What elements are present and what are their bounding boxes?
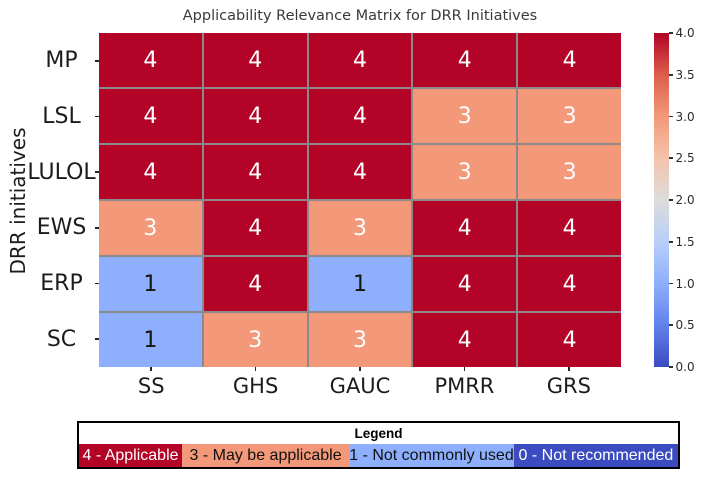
heatmap-cell-EWS-GHS: 4 <box>203 201 307 255</box>
x-axis-tick-labels: SS GHS GAUC PMRR GRS <box>99 374 621 398</box>
colorbar-tick-mark <box>669 115 673 118</box>
legend-item-0: 0 - Not recommended <box>513 444 678 467</box>
colorbar-tick-label: 3.5 <box>675 67 695 82</box>
heatmap-cell-SC-GAUC: 3 <box>308 313 412 367</box>
colorbar-tick-mark <box>669 366 673 368</box>
colorbar-tick-label: 3.0 <box>675 109 695 124</box>
heatmap-cell-LULOL-SS: 4 <box>99 145 202 199</box>
col-label-GHS: GHS <box>232 374 279 398</box>
heatmap-cell-MP-GHS: 4 <box>203 33 307 87</box>
heatmap-cell-SC-GHS: 3 <box>203 313 307 367</box>
heatmap-cell-ERP-GRS: 4 <box>518 257 621 311</box>
colorbar-tick-label: 2.0 <box>675 193 695 207</box>
colorbar-tick-mark <box>669 199 673 201</box>
colorbar-tick-mark <box>669 324 673 327</box>
colorbar-tick-label: 0.5 <box>675 318 695 333</box>
heatmap-cell-EWS-GRS: 4 <box>518 201 621 255</box>
row-label-ERP: ERP <box>40 271 83 297</box>
y-axis-tick-labels: MP LSL LULOL EWS ERP SC <box>23 33 100 367</box>
heatmap-cell-MP-GAUC: 4 <box>308 33 412 87</box>
legend-item-3: 3 - May be applicable <box>182 444 350 467</box>
x-tick-mark <box>254 367 257 371</box>
col-label-GRS: GRS <box>546 374 591 398</box>
heatmap-cell-LSL-GHS: 4 <box>203 89 307 143</box>
y-tick-mark <box>95 338 99 340</box>
x-tick-mark <box>463 367 466 371</box>
colorbar-tick-mark <box>669 73 673 76</box>
heatmap-cell-SC-PMRR: 4 <box>413 313 517 367</box>
y-tick-mark <box>95 60 99 62</box>
col-label-SS: SS <box>137 374 165 398</box>
heatmap-cell-MP-GRS: 4 <box>518 33 621 87</box>
heatmap-cell-MP-SS: 4 <box>99 33 202 87</box>
x-axis-ticks <box>99 367 621 371</box>
heatmap-cell-SC-GRS: 4 <box>518 313 621 367</box>
y-tick-mark <box>95 282 99 285</box>
heatmap-cell-LSL-GAUC: 4 <box>308 89 412 143</box>
colorbar-tick-label: 1.0 <box>675 276 695 291</box>
colorbar-tick-label: 2.5 <box>675 151 695 166</box>
colorbar-ticks: 4.0 3.5 3.0 2.5 2.0 1.5 1.0 0.5 0.0 <box>669 27 707 373</box>
heatmap-cell-MP-PMRR: 4 <box>413 33 517 87</box>
colorbar-tick-label: 0.0 <box>675 360 695 374</box>
colorbar <box>654 33 669 367</box>
legend-box: Legend 4 - Applicable 3 - May be applicab… <box>77 421 680 469</box>
legend-items: 4 - Applicable 3 - May be applicable 1 - N… <box>79 444 678 467</box>
colorbar-tick-mark <box>669 240 673 243</box>
colorbar-tick-mark <box>669 282 673 285</box>
y-tick-mark <box>95 115 99 118</box>
heatmap-cell-EWS-GAUC: 3 <box>308 201 412 255</box>
heatmap-cell-ERP-SS: 1 <box>99 257 202 311</box>
row-label-LSL: LSL <box>42 104 81 129</box>
x-tick-mark <box>359 367 361 371</box>
colorbar-tick-mark <box>669 32 673 34</box>
x-tick-mark <box>568 367 570 371</box>
legend-item-1: 1 - Not commonly used <box>349 444 514 467</box>
y-tick-mark <box>95 227 99 229</box>
heatmap-cell-LULOL-GHS: 4 <box>203 145 307 199</box>
heatmap-cell-ERP-GAUC: 1 <box>308 257 412 311</box>
heatmap-cell-LULOL-GAUC: 4 <box>308 145 412 199</box>
heatmap-cell-LULOL-GRS: 3 <box>518 145 621 199</box>
heatmap-cell-EWS-PMRR: 4 <box>413 201 517 255</box>
heatmap-cell-SC-SS: 1 <box>99 313 202 367</box>
chart-title: Applicability Relevance Matrix for DRR I… <box>182 8 538 24</box>
colorbar-tick-mark <box>669 157 673 160</box>
heatmap-cell-LSL-GRS: 3 <box>518 89 621 143</box>
y-axis-ticks <box>95 33 99 367</box>
heatmap-cell-ERP-GHS: 4 <box>203 257 307 311</box>
heatmap-cell-LSL-SS: 4 <box>99 89 202 143</box>
row-label-LULOL: LULOL <box>27 159 96 185</box>
row-label-MP: MP <box>45 48 78 74</box>
x-tick-mark <box>150 367 152 371</box>
row-label-EWS: EWS <box>36 215 87 241</box>
col-label-PMRR: PMRR <box>434 374 495 398</box>
heatmap-cell-ERP-PMRR: 4 <box>413 257 517 311</box>
colorbar-tick-label: 4.0 <box>675 26 695 40</box>
legend-item-4: 4 - Applicable <box>79 444 183 467</box>
colorbar-tick-label: 1.5 <box>675 234 695 249</box>
heatmap-cell-EWS-SS: 3 <box>99 201 202 255</box>
legend-header: Legend <box>354 426 403 441</box>
heatmap-cell-LSL-PMRR: 3 <box>413 89 517 143</box>
heatmap-cell-LULOL-PMRR: 3 <box>413 145 517 199</box>
col-label-GAUC: GAUC <box>329 374 391 398</box>
row-label-SC: SC <box>46 326 77 352</box>
y-tick-mark <box>95 171 99 173</box>
